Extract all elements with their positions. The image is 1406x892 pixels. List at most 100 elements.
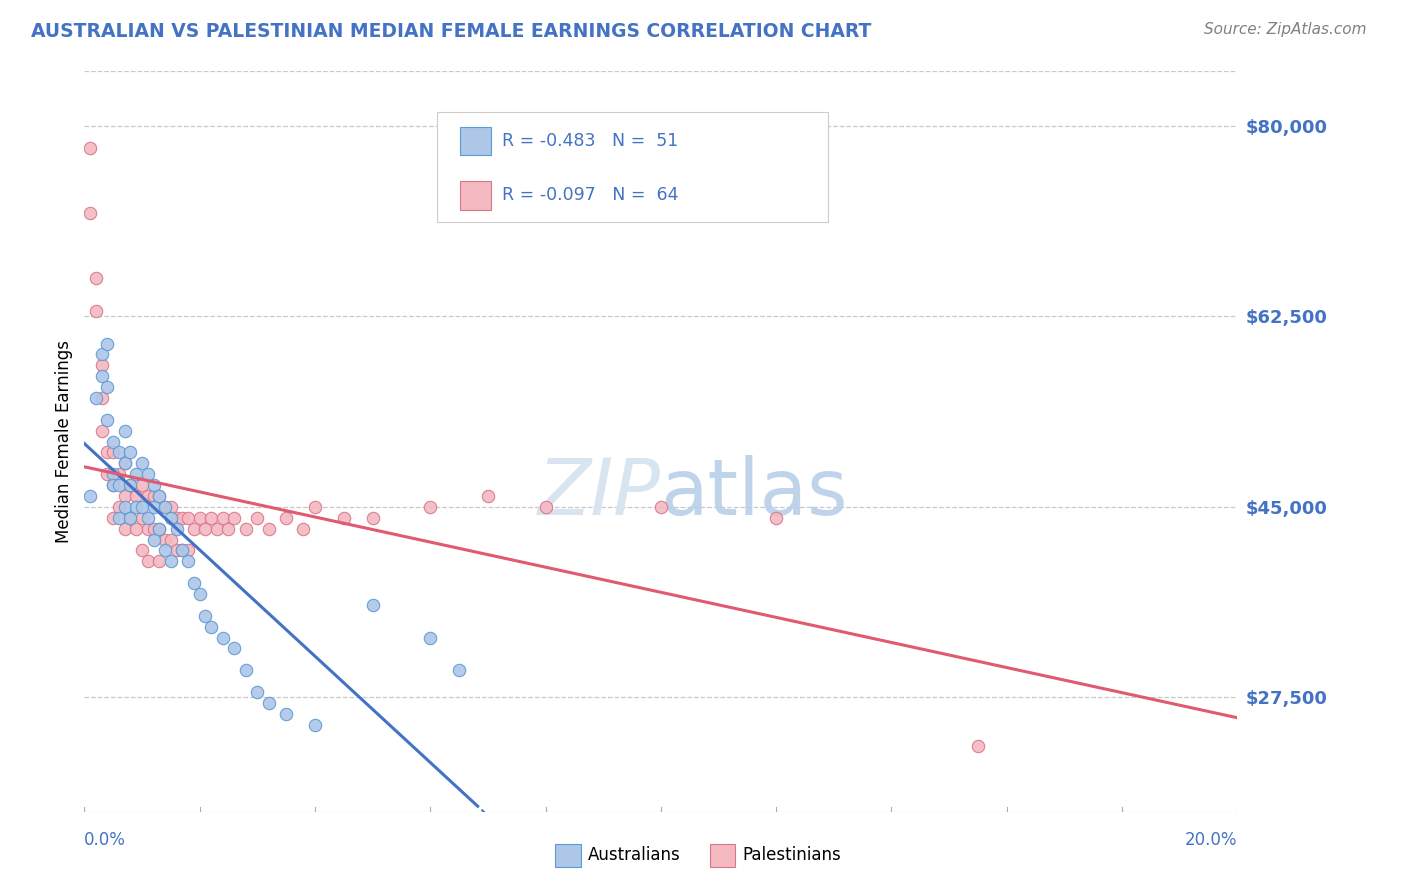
Point [361,598,384,612]
Point [142,500,165,514]
Point [90,347,112,361]
Point [160,510,183,524]
Point [534,500,557,514]
Point [166,522,188,536]
Point [120,510,142,524]
Point [419,631,441,645]
Point [160,554,183,568]
Point [218,522,240,536]
Point [131,510,153,524]
Point [125,500,148,514]
Point [136,522,159,536]
Text: ZIP: ZIP [538,455,661,532]
Point [148,522,170,536]
Point [194,608,217,623]
Y-axis label: Median Female Earnings: Median Female Earnings [55,340,73,543]
Point [84,304,107,318]
Point [650,500,672,514]
Point [108,445,131,459]
Point [449,663,471,677]
Point [114,522,136,536]
Point [120,478,142,492]
Point [224,641,246,656]
Point [211,631,233,645]
Point [148,522,170,536]
Point [79,140,101,154]
Point [148,489,170,503]
Point [142,478,165,492]
Point [224,510,246,524]
Point [114,500,136,514]
Point [96,413,118,427]
Point [131,456,153,470]
Point [90,391,112,405]
Point [125,522,148,536]
Point [103,478,124,492]
Point [153,533,176,547]
Point [148,489,170,503]
Point [160,533,183,547]
Point [477,489,499,503]
Text: Palestinians: Palestinians [742,847,841,864]
Point [84,271,107,285]
Point [142,522,165,536]
Text: R = -0.097   N =  64: R = -0.097 N = 64 [502,186,679,204]
Point [114,424,136,438]
Point [276,706,298,721]
Point [114,456,136,470]
Point [333,510,356,524]
Point [131,543,153,558]
Point [84,391,107,405]
Point [114,489,136,503]
Point [136,489,159,503]
Text: atlas: atlas [661,455,848,532]
Point [188,587,211,601]
Text: 0.0%: 0.0% [84,831,127,849]
Text: AUSTRALIAN VS PALESTINIAN MEDIAN FEMALE EARNINGS CORRELATION CHART: AUSTRALIAN VS PALESTINIAN MEDIAN FEMALE … [31,22,872,41]
Point [361,510,384,524]
Text: R = -0.483   N =  51: R = -0.483 N = 51 [502,132,678,150]
Point [90,359,112,373]
Point [108,500,131,514]
Point [90,369,112,384]
Point [160,500,183,514]
Point [108,478,131,492]
Point [131,478,153,492]
Point [120,478,142,492]
Point [136,467,159,482]
Point [177,543,200,558]
Point [246,685,269,699]
Point [103,478,124,492]
Point [200,619,222,633]
Point [125,489,148,503]
Point [114,456,136,470]
Point [79,489,101,503]
Point [120,445,142,459]
Point [292,522,315,536]
Point [131,500,153,514]
Point [79,206,101,220]
Point [166,543,188,558]
Point [90,424,112,438]
Point [148,554,170,568]
Point [96,445,118,459]
Point [172,543,194,558]
Point [103,434,124,449]
Point [96,467,118,482]
Point [257,522,280,536]
Point [235,663,257,677]
Point [108,467,131,482]
Point [276,510,298,524]
Point [103,445,124,459]
Point [200,510,222,524]
Text: Source: ZipAtlas.com: Source: ZipAtlas.com [1204,22,1367,37]
Point [96,336,118,351]
Point [136,510,159,524]
Point [136,554,159,568]
Point [188,510,211,524]
Point [183,522,205,536]
Point [153,543,176,558]
Point [304,500,326,514]
Point [108,510,131,524]
Text: Australians: Australians [588,847,681,864]
